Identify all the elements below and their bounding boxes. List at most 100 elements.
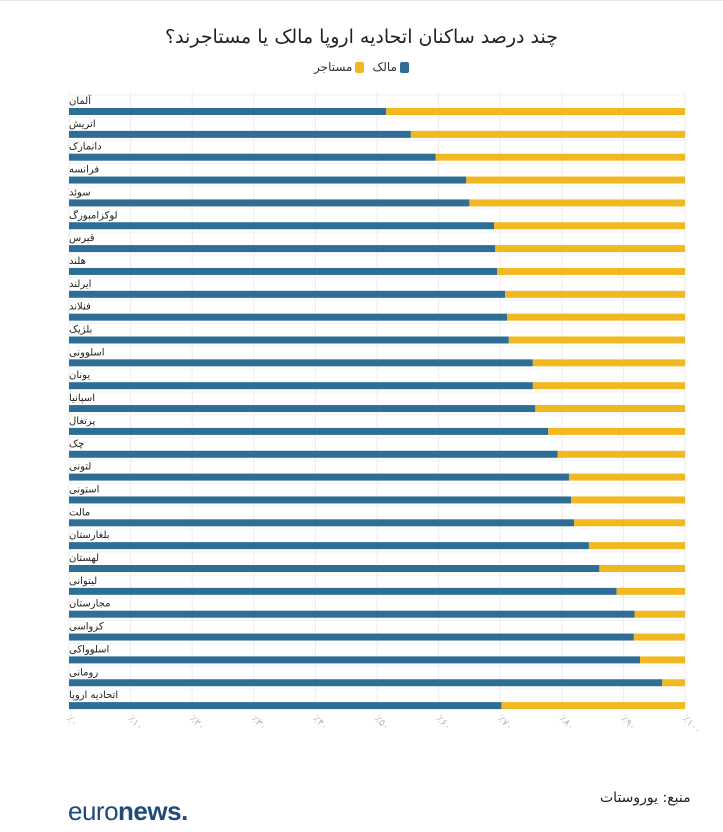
bar-owner: [69, 153, 436, 161]
x-tick-label: ٪۲۰: [187, 714, 206, 733]
bar-tenant: [469, 199, 685, 207]
category-label: دانمارک: [69, 142, 102, 153]
category-label: اسپانیا: [69, 393, 95, 404]
category-label: آلمان: [69, 94, 92, 107]
category-label: اسلوواکی: [69, 644, 109, 655]
bar-tenant: [410, 130, 685, 138]
bar-tenant: [508, 336, 685, 344]
bar-owner: [69, 267, 498, 275]
x-tick-label: ٪۵۰: [372, 714, 391, 733]
legend-label-owner: مالک: [372, 60, 397, 74]
bar-owner: [69, 473, 570, 481]
bar-tenant: [501, 702, 685, 710]
bar-tenant: [599, 565, 685, 572]
bar-owner: [69, 313, 507, 321]
bar-tenant: [662, 679, 685, 687]
category-label: اسلوونی: [69, 347, 105, 358]
source-note: منبع: یوروستات: [600, 790, 691, 806]
category-label: بلژیک: [69, 325, 92, 336]
bar-owner: [69, 679, 663, 687]
category-label: استونی: [69, 484, 99, 495]
category-label: بلغارستان: [69, 530, 110, 541]
bar-tenant: [466, 176, 685, 184]
category-label: لیتوانی: [69, 576, 97, 587]
bar-owner: [69, 565, 600, 572]
bar-tenant: [574, 519, 685, 527]
legend-item-owner[interactable]: مالک: [372, 60, 409, 74]
bar-tenant: [495, 245, 685, 253]
bar-tenant: [386, 108, 685, 115]
x-tick-label: ٪۷۰: [495, 714, 514, 733]
bar-owner: [69, 496, 572, 504]
logo-part-euro: euro: [68, 796, 119, 826]
bar-tenant: [532, 382, 685, 390]
bar-tenant: [497, 267, 685, 275]
category-label: فنلاند: [69, 302, 91, 313]
bar-owner: [69, 542, 589, 550]
category-label: مجارستان: [69, 599, 110, 610]
x-tick-label: ٪۶۰: [434, 714, 453, 733]
bar-tenant: [616, 587, 685, 595]
bar-owner: [69, 587, 617, 595]
category-label: ایرلند: [69, 279, 91, 290]
category-label: یونان: [69, 370, 90, 381]
bar-owner: [69, 519, 575, 527]
category-label: سوئد: [69, 187, 91, 198]
top-divider: [0, 0, 723, 1]
category-label: کرواسی: [69, 622, 104, 633]
euronews-logo[interactable]: euronews.: [68, 796, 188, 827]
category-label: لوکزامبورگ: [69, 208, 118, 221]
bar-owner: [69, 610, 635, 618]
category-label: لهستان: [69, 553, 99, 564]
bar-tenant: [506, 313, 685, 321]
bar-tenant: [634, 610, 685, 618]
bar-tenant: [571, 496, 685, 504]
category-label: اتریش: [69, 119, 96, 130]
bar-tenant: [435, 153, 685, 161]
bar-tenant: [532, 359, 685, 367]
x-tick-label: ٪۰: [64, 714, 79, 729]
category-label: مالت: [69, 507, 90, 518]
bar-tenant: [640, 656, 685, 664]
bar-tenant: [548, 427, 685, 435]
bar-owner: [69, 633, 634, 641]
stacked-bar-chart: آلمان اتریش دانمارک فرانسه سوئد لوکزامبورگ قبر…: [64, 92, 703, 737]
x-tick-label: ٪۹۰: [618, 714, 637, 733]
x-tick-label: ٪۳۰: [249, 714, 268, 733]
x-tick-label: ٪۴۰: [310, 714, 329, 733]
x-tick-label: ٪۱۰۰: [680, 714, 703, 737]
bar-owner: [69, 405, 536, 413]
category-label: لتونی: [69, 462, 91, 473]
chart-title: چند درصد ساکنان اتحادیه اروپا مالک یا مس…: [164, 26, 559, 48]
x-tick-label: ٪۸۰: [557, 714, 576, 733]
legend-label-tenant: مستاجر: [314, 60, 353, 74]
bar-owner: [69, 199, 470, 207]
bar-owner: [69, 290, 506, 298]
category-label: چک: [69, 439, 84, 450]
legend-swatch-owner: [399, 61, 409, 73]
bar-owner: [69, 176, 467, 184]
category-label: هلند: [69, 256, 86, 267]
bar-tenant: [588, 542, 685, 550]
category-label: قبرس: [69, 233, 95, 244]
bar-owner: [69, 245, 496, 253]
x-tick-label: ٪۱۰: [126, 714, 145, 733]
bar-owner: [69, 108, 387, 115]
bar-owner: [69, 222, 495, 230]
bar-owner: [69, 702, 502, 710]
bar-owner: [69, 336, 509, 344]
bar-tenant: [494, 222, 685, 230]
category-label: اتحادیه اروپا: [69, 690, 118, 701]
bar-owner: [69, 359, 533, 367]
legend: مالک مستاجر: [0, 60, 723, 74]
bar-tenant: [569, 473, 685, 481]
bar-tenant: [557, 450, 685, 458]
legend-item-tenant[interactable]: مستاجر: [314, 60, 365, 74]
logo-part-news: news.: [118, 796, 188, 826]
category-label: پرتغال: [69, 416, 95, 427]
bar-tenant: [505, 290, 685, 298]
legend-swatch-tenant: [355, 61, 365, 73]
bar-tenant: [535, 405, 685, 413]
category-label: رومانی: [69, 667, 98, 678]
bar-tenant: [633, 633, 685, 641]
